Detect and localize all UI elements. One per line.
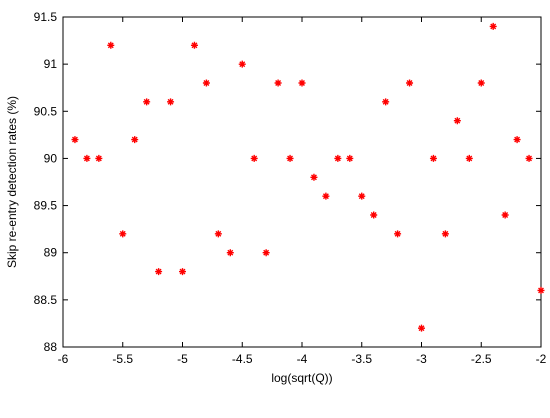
point	[274, 79, 282, 87]
point	[226, 249, 234, 257]
y-tick-label: 90	[44, 151, 58, 165]
x-tick-label: -3.5	[351, 352, 372, 366]
plot-area	[62, 16, 542, 348]
y-tick-label: 88	[44, 340, 58, 354]
point	[119, 230, 127, 238]
point	[441, 230, 449, 238]
point	[429, 154, 437, 162]
y-axis-label: Skip re-entry detection rates (%)	[5, 96, 19, 268]
point	[310, 173, 318, 181]
point	[286, 154, 294, 162]
point	[418, 324, 425, 332]
point	[71, 136, 79, 144]
x-tick-label: -2.5	[471, 352, 492, 366]
point	[179, 268, 186, 276]
point	[501, 211, 509, 219]
x-axis-label: log(sqrt(Q))	[271, 371, 332, 385]
point	[298, 79, 306, 87]
y-tick-label: 89	[44, 246, 58, 260]
y-tick-label: 89.5	[34, 199, 58, 213]
point	[465, 154, 473, 162]
point	[250, 154, 258, 162]
point	[83, 154, 91, 162]
x-tick-label: -5.5	[112, 352, 133, 366]
point	[262, 249, 270, 257]
point	[155, 268, 163, 276]
y-tick-label: 91	[44, 57, 58, 71]
point	[537, 286, 545, 294]
x-tick-label: -6	[58, 352, 69, 366]
point	[370, 211, 378, 219]
point	[334, 154, 342, 162]
point	[406, 79, 414, 87]
y-tick-label: 90.5	[34, 104, 58, 118]
point	[394, 230, 402, 238]
point	[453, 117, 461, 125]
x-tick-label: -2	[536, 352, 547, 366]
x-tick-label: -5	[177, 352, 188, 366]
x-tick-label: -3	[416, 352, 427, 366]
point	[358, 192, 366, 200]
y-tick-label: 88.5	[34, 293, 58, 307]
x-tick-label: -4.5	[232, 352, 253, 366]
point	[346, 154, 354, 162]
y-tick-label: 91.5	[34, 10, 58, 24]
point	[525, 154, 533, 162]
point	[143, 98, 151, 106]
point	[513, 136, 521, 144]
point	[202, 79, 210, 87]
point	[322, 192, 330, 200]
point	[382, 98, 390, 106]
point	[190, 41, 198, 49]
point	[214, 230, 222, 238]
point	[131, 136, 139, 144]
point	[107, 41, 115, 49]
point	[167, 98, 175, 106]
point	[489, 22, 497, 30]
x-tick-label: -4	[297, 352, 308, 366]
point	[95, 154, 103, 162]
point	[238, 60, 246, 68]
point	[477, 79, 485, 87]
